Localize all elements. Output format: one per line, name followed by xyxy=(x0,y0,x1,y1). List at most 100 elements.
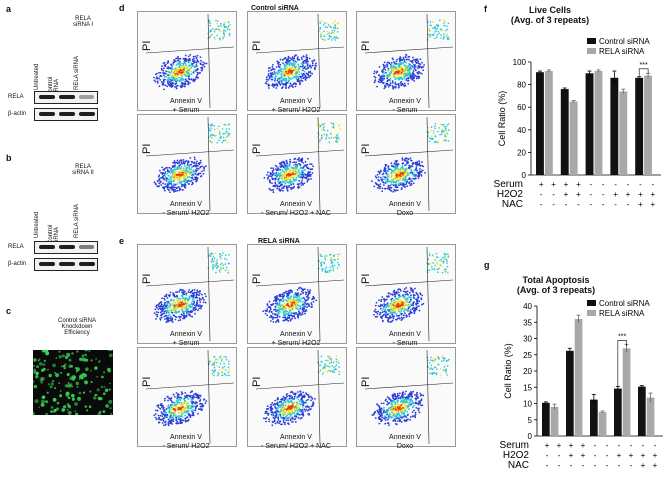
flow-event xyxy=(389,175,392,178)
flow-event xyxy=(322,128,325,130)
panel-c-label: c xyxy=(6,306,12,316)
flow-event xyxy=(180,182,182,185)
flow-event xyxy=(398,63,400,66)
flow-event xyxy=(184,81,187,83)
flow-event xyxy=(287,168,290,170)
flow-event xyxy=(315,299,317,302)
gfp-cell xyxy=(63,405,67,409)
flow-event xyxy=(319,28,321,30)
flow-event xyxy=(190,404,193,407)
flow-event xyxy=(174,415,177,417)
flow-event xyxy=(395,184,397,187)
gfp-cell xyxy=(52,397,57,402)
flow-event xyxy=(395,68,398,71)
flow-event xyxy=(403,174,406,177)
panel-c-caption: Control siRNA Knockdown Efficiency xyxy=(42,318,112,336)
flow-event xyxy=(411,61,414,64)
flow-event xyxy=(181,415,184,418)
flow-event xyxy=(304,76,307,79)
flow-event xyxy=(421,61,423,64)
flow-event xyxy=(194,169,197,171)
quadrant-gate-h xyxy=(364,149,454,157)
flow-plot xyxy=(137,244,237,344)
flow-event xyxy=(379,185,382,188)
flow-event xyxy=(308,292,311,295)
blot-band xyxy=(79,112,95,116)
flow-event xyxy=(377,305,380,307)
flow-event xyxy=(211,252,214,255)
flow-event xyxy=(439,264,442,266)
flow-event xyxy=(417,65,420,67)
gfp-cell xyxy=(42,367,46,371)
gfp-cell xyxy=(79,377,81,380)
flow-event xyxy=(174,396,176,398)
flow-event xyxy=(431,262,433,264)
flow-event xyxy=(177,408,179,411)
flow-event xyxy=(183,290,186,293)
flow-event xyxy=(168,170,170,173)
flow-event xyxy=(167,309,169,312)
flow-event xyxy=(175,187,178,190)
flow-event xyxy=(277,169,279,171)
flow-event xyxy=(403,312,406,315)
flow-event xyxy=(187,77,190,80)
flow-event xyxy=(386,170,388,173)
flow-event xyxy=(280,81,283,84)
flow-event xyxy=(293,55,296,58)
flow-event xyxy=(333,264,336,267)
flow-event xyxy=(400,63,403,66)
flow-event xyxy=(397,179,400,182)
flow-event xyxy=(203,167,205,170)
flow-event xyxy=(395,178,397,180)
flow-event xyxy=(221,262,223,265)
flow-event xyxy=(382,67,385,70)
flow-event xyxy=(307,71,310,73)
flow-event xyxy=(291,169,294,172)
flow-event xyxy=(171,185,173,188)
flow-event xyxy=(448,129,450,131)
flow-event xyxy=(279,169,282,171)
flow-event xyxy=(162,419,165,422)
flow-event xyxy=(178,187,181,190)
flow-event xyxy=(405,170,408,173)
flow-event xyxy=(272,64,274,66)
flow-event xyxy=(178,181,181,183)
flow-event xyxy=(381,310,384,312)
flow-event xyxy=(170,183,173,185)
gfp-cell xyxy=(93,396,97,400)
flow-event xyxy=(329,257,332,260)
flow-event xyxy=(387,85,390,88)
flow-event xyxy=(306,58,309,61)
flow-event xyxy=(209,22,211,24)
flow-event xyxy=(303,62,305,64)
flow-event xyxy=(291,291,293,293)
flow-event xyxy=(336,27,339,29)
flow-event xyxy=(179,57,182,60)
flow-event xyxy=(414,74,417,77)
flow-event xyxy=(270,320,272,322)
flow-event xyxy=(185,410,187,413)
panel-a-title: RELA siRNA I xyxy=(58,16,108,28)
flow-event xyxy=(192,55,195,58)
flow-event xyxy=(417,62,419,64)
flow-event xyxy=(392,178,395,181)
flow-event xyxy=(162,182,164,185)
flow-event xyxy=(175,161,178,164)
flow-event xyxy=(438,268,440,270)
flow-event xyxy=(387,184,390,187)
flow-event xyxy=(286,181,289,183)
flow-event xyxy=(386,181,389,183)
flow-event xyxy=(192,309,195,311)
flow-xaxis-label: Annexin V xyxy=(280,98,312,105)
flow-event xyxy=(302,175,305,178)
flow-event xyxy=(179,79,182,81)
flow-event xyxy=(307,291,310,293)
flow-event xyxy=(396,186,399,189)
flow-event xyxy=(409,65,412,68)
gfp-cell xyxy=(81,355,84,358)
flow-event xyxy=(311,62,314,65)
flow-event xyxy=(397,302,399,305)
flow-event xyxy=(193,402,196,404)
flow-event xyxy=(325,266,328,269)
flow-event xyxy=(170,180,173,183)
